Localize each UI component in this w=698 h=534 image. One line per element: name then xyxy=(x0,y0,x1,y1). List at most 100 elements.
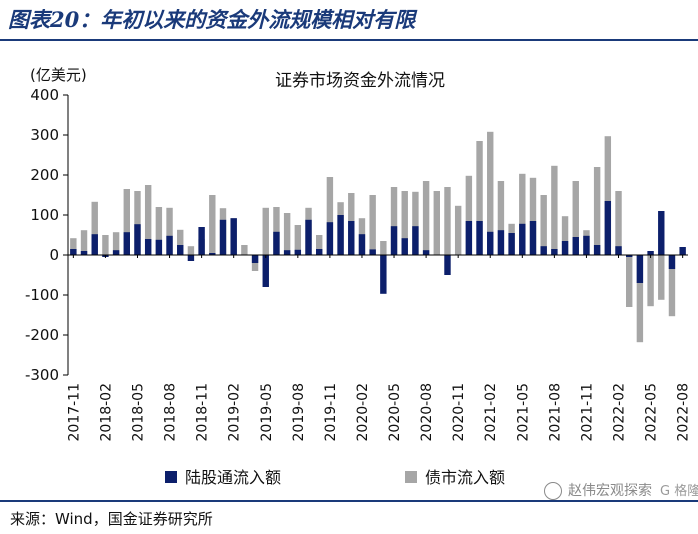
bond-bar-2019-11 xyxy=(326,177,334,255)
northbound-bar-2022-06 xyxy=(658,211,665,255)
x-tick-label: 2021-02 xyxy=(483,383,499,442)
northbound-bar-2021-11 xyxy=(583,235,590,255)
x-tick-label: 2018-11 xyxy=(195,383,211,442)
northbound-bar-2019-01 xyxy=(219,219,227,255)
bond-bar-2019-08 xyxy=(294,225,302,255)
northbound-bar-2021-07 xyxy=(540,246,547,255)
bond-bar-2018-03 xyxy=(112,232,120,255)
bond-bar-2019-06 xyxy=(273,207,280,255)
footer-rule xyxy=(0,500,698,502)
northbound-bar-2021-03 xyxy=(497,230,505,255)
x-tick-label: 2021-11 xyxy=(579,383,595,442)
x-tick-label: 2020-05 xyxy=(387,383,403,442)
x-tick-label: 2020-02 xyxy=(355,383,371,442)
watermark-logo: G 格隆汇 xyxy=(660,484,698,499)
bond-bar-2018-02 xyxy=(102,235,109,255)
northbound-bar-2019-07 xyxy=(283,250,291,255)
northbound-bar-2022-05 xyxy=(647,251,654,255)
title-rule xyxy=(0,39,698,41)
bond-bar-2020-05 xyxy=(390,187,398,255)
northbound-bar-2019-11 xyxy=(326,222,334,255)
northbound-bar-2022-01 xyxy=(604,201,612,255)
x-tick-label: 2020-08 xyxy=(419,383,435,442)
northbound-bar-2018-07 xyxy=(155,239,163,255)
northbound-bar-2019-09 xyxy=(305,219,312,255)
northbound-bar-2019-06 xyxy=(273,231,280,255)
figure-title: 图表20：年初以来的资金外流规模相对有限 xyxy=(8,7,416,32)
northbound-bar-2018-04 xyxy=(123,232,130,255)
y-tick-label: -200 xyxy=(25,326,59,344)
bond-bar-2018-07 xyxy=(155,207,163,255)
bond-bar-2020-07 xyxy=(412,191,419,255)
y-tick-label: -300 xyxy=(25,366,59,384)
x-tick-label: 2019-11 xyxy=(323,383,339,442)
bond-bar-2018-04 xyxy=(123,189,130,255)
bond-bar-2022-02 xyxy=(615,191,622,255)
northbound-bar-2021-02 xyxy=(487,231,494,255)
y-axis-unit-label: (亿美元) xyxy=(30,66,87,84)
northbound-bar-2022-08 xyxy=(679,247,686,255)
northbound-bar-2021-04 xyxy=(508,233,515,255)
bond-bar-2021-02 xyxy=(487,131,494,255)
northbound-bar-2019-05 xyxy=(262,255,269,287)
x-tick-label: 2018-08 xyxy=(163,383,179,442)
legend-swatch-bond xyxy=(405,471,417,483)
bond-bar-2022-06 xyxy=(658,255,665,300)
northbound-bar-2020-03 xyxy=(369,249,376,255)
northbound-bar-2022-07 xyxy=(668,255,676,269)
northbound-bar-2021-10 xyxy=(572,237,579,255)
bond-bar-2021-10 xyxy=(572,181,579,255)
northbound-bar-2022-03 xyxy=(626,255,633,257)
bond-bar-2022-03 xyxy=(626,255,633,307)
northbound-bar-2020-08 xyxy=(422,250,430,255)
y-tick-label: 400 xyxy=(30,86,59,104)
bond-bar-2019-10 xyxy=(316,235,323,255)
northbound-bar-2018-05 xyxy=(134,224,141,255)
northbound-bar-2019-04 xyxy=(251,255,259,263)
bond-bar-2017-12 xyxy=(80,230,88,255)
northbound-bar-2020-01 xyxy=(348,221,355,255)
bond-bar-2021-09 xyxy=(561,216,569,255)
northbound-bar-2020-04 xyxy=(380,255,387,294)
legend-label-bond: 债市流入额 xyxy=(425,468,505,487)
y-tick-label: 100 xyxy=(30,206,59,224)
northbound-bar-2022-02 xyxy=(615,246,622,255)
x-tick-label: 2019-08 xyxy=(291,383,307,442)
axes-layer: -300 -200 -100 0 100 200 300 400 2017-11 2018-02 2… xyxy=(25,86,692,442)
bond-bar-2018-05 xyxy=(134,191,141,255)
northbound-bar-2019-08 xyxy=(294,249,302,255)
watermark: 赵伟宏观探索 G 格隆汇 xyxy=(544,480,698,500)
x-tick-label: 2017-11 xyxy=(66,383,82,442)
northbound-bar-2021-09 xyxy=(561,241,569,255)
bond-bar-2022-04 xyxy=(636,255,644,343)
bond-bar-2020-12 xyxy=(465,175,473,255)
bond-bar-2022-01 xyxy=(604,136,612,255)
y-tick-label: 0 xyxy=(49,246,59,264)
x-tick-label: 2021-08 xyxy=(547,383,563,442)
x-tick-label: 2022-05 xyxy=(644,383,660,442)
bond-bar-2020-11 xyxy=(454,205,462,255)
y-tick-label: 200 xyxy=(30,166,59,184)
northbound-bar-2018-09 xyxy=(177,245,184,255)
bond-bar-2018-09 xyxy=(177,229,184,255)
northbound-bar-2021-12 xyxy=(593,245,601,255)
x-tick-label: 2019-05 xyxy=(259,383,275,442)
northbound-bar-2018-10 xyxy=(187,255,195,261)
bars-layer xyxy=(70,131,686,343)
northbound-bar-2020-10 xyxy=(444,255,451,275)
bond-bar-2020-06 xyxy=(401,191,408,255)
northbound-bar-2022-04 xyxy=(636,255,644,283)
source-note: 来源：Wind，国金证券研究所 xyxy=(10,510,213,528)
bond-bar-2019-03 xyxy=(241,245,248,255)
northbound-bar-2021-05 xyxy=(519,223,526,255)
northbound-bar-2018-06 xyxy=(144,239,152,255)
bond-bar-2021-03 xyxy=(497,181,505,255)
bond-bar-2021-01 xyxy=(476,141,483,255)
bond-bar-2019-07 xyxy=(283,213,291,255)
northbound-bar-2019-12 xyxy=(337,215,344,255)
chart-legend: 陆股通流入额 债市流入额 xyxy=(165,468,505,487)
bond-bar-2021-05 xyxy=(519,173,526,255)
northbound-bar-2020-05 xyxy=(390,226,398,255)
bond-bar-2021-07 xyxy=(540,195,547,255)
bond-bar-2020-04 xyxy=(380,241,387,255)
